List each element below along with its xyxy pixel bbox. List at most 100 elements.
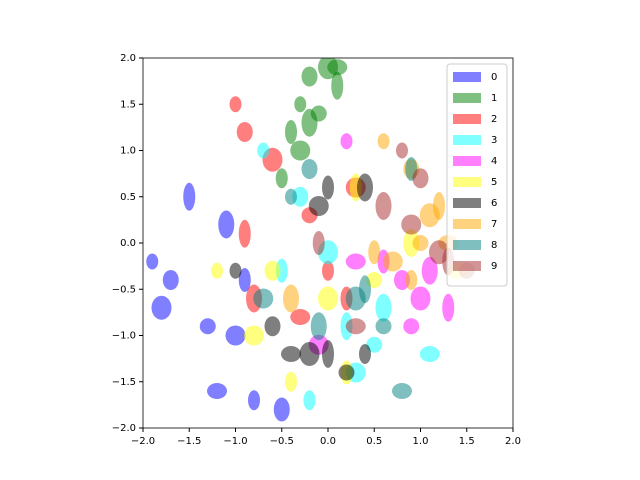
legend-swatch xyxy=(453,198,481,208)
scatter-point xyxy=(310,312,327,341)
scatter-point xyxy=(368,240,381,265)
scatter-point xyxy=(283,284,299,313)
y-tick-label: 1.5 xyxy=(120,99,136,110)
scatter-point xyxy=(211,262,223,279)
legend-label: 6 xyxy=(491,198,497,209)
legend-swatch xyxy=(453,177,481,187)
scatter-point xyxy=(433,192,445,220)
scatter-point xyxy=(322,340,334,368)
scatter-point xyxy=(375,318,392,335)
scatter-point xyxy=(146,253,159,270)
legend-swatch xyxy=(453,114,481,124)
scatter-point xyxy=(236,122,253,142)
scatter-point xyxy=(218,210,235,239)
scatter-point xyxy=(412,235,429,251)
scatter-point xyxy=(207,383,227,399)
y-tick-label: −0.5 xyxy=(112,284,136,295)
scatter-point xyxy=(303,390,316,411)
y-tick-label: 0.0 xyxy=(120,238,136,249)
scatter-point xyxy=(331,71,344,100)
scatter-point xyxy=(292,186,309,207)
plot-area xyxy=(146,58,475,422)
scatter-point xyxy=(290,309,311,325)
legend-label: 3 xyxy=(491,135,497,146)
legend-label: 5 xyxy=(491,177,497,188)
scatter-point xyxy=(183,182,196,211)
scatter-point xyxy=(382,251,403,272)
scatter-point xyxy=(405,270,418,290)
scatter-point xyxy=(229,262,242,279)
legend-label: 4 xyxy=(491,156,497,167)
scatter-point xyxy=(301,159,318,179)
legend-label: 8 xyxy=(491,240,497,251)
scatter-point xyxy=(290,140,311,161)
scatter-point xyxy=(318,286,338,311)
scatter-point xyxy=(199,318,216,335)
scatter-point xyxy=(312,231,325,255)
scatter-point xyxy=(162,270,179,290)
x-tick-label: 0.0 xyxy=(320,436,336,447)
legend-swatch xyxy=(453,72,481,82)
scatter-point xyxy=(238,219,251,248)
scatter-point xyxy=(301,108,318,137)
scatter-point xyxy=(285,188,297,205)
scatter-point xyxy=(248,390,260,411)
y-tick-label: −1.0 xyxy=(112,331,136,342)
scatter-point xyxy=(345,318,366,335)
scatter-point xyxy=(151,295,172,320)
x-tick-label: −2.0 xyxy=(131,436,155,447)
scatter-point xyxy=(410,286,431,311)
legend-label: 0 xyxy=(491,72,497,83)
scatter-point xyxy=(253,288,274,309)
scatter-point xyxy=(403,229,420,257)
scatter-point xyxy=(273,397,290,422)
scatter-point xyxy=(375,293,392,322)
scatter-point xyxy=(299,342,320,366)
scatter-point xyxy=(377,133,390,150)
x-tick-label: −0.5 xyxy=(270,436,294,447)
scatter-point xyxy=(281,346,301,362)
scatter-point xyxy=(357,173,373,202)
scatter-point xyxy=(238,268,251,292)
scatter-point xyxy=(285,371,297,392)
scatter-point xyxy=(322,175,334,200)
scatter-point xyxy=(366,336,383,353)
legend-swatch xyxy=(453,93,481,103)
y-tick-label: 2.0 xyxy=(120,53,136,64)
scatter-point xyxy=(403,318,420,335)
scatter-point xyxy=(229,96,242,113)
scatter-point xyxy=(308,196,329,216)
scatter-point xyxy=(225,325,246,346)
legend-swatch xyxy=(453,240,481,250)
legend-swatch xyxy=(453,156,481,166)
x-tick-label: 0.5 xyxy=(366,436,382,447)
scatter-point xyxy=(294,96,307,113)
legend-swatch xyxy=(453,219,481,229)
y-tick-label: −1.5 xyxy=(112,377,136,388)
y-tick-label: 0.5 xyxy=(120,192,136,203)
scatter-point xyxy=(285,120,297,144)
scatter-point xyxy=(419,346,440,362)
legend-label: 1 xyxy=(491,93,497,104)
scatter-point xyxy=(327,59,348,76)
y-tick-label: 1.0 xyxy=(120,146,136,157)
scatter-point xyxy=(401,214,422,235)
legend-swatch xyxy=(453,261,481,271)
scatter-point xyxy=(264,316,281,337)
scatter-point xyxy=(359,344,371,364)
scatter-point xyxy=(275,168,288,189)
scatter-point xyxy=(301,66,318,87)
scatter-point xyxy=(412,168,429,189)
scatter-point xyxy=(442,293,455,322)
scatter-point xyxy=(345,253,366,270)
scatter-point xyxy=(359,275,371,304)
legend-label: 2 xyxy=(491,114,497,125)
legend-swatch xyxy=(453,135,481,145)
scatter-point xyxy=(244,325,264,346)
legend-label: 7 xyxy=(491,219,497,230)
scatter-point xyxy=(392,383,412,399)
x-tick-label: −1.5 xyxy=(177,436,201,447)
x-tick-label: 2.0 xyxy=(505,436,521,447)
scatter-point xyxy=(264,260,281,281)
